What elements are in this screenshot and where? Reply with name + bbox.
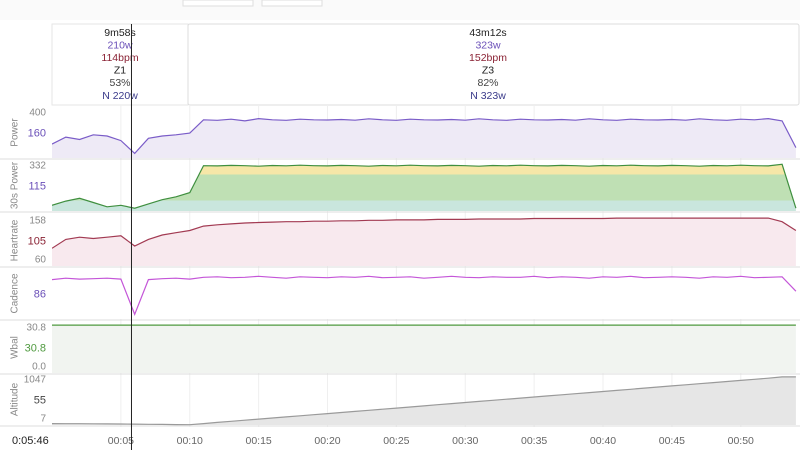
y-tick-label: 158 bbox=[29, 216, 46, 227]
x-tick-label: 00:10 bbox=[177, 435, 203, 447]
interval-heartrate: 152bpm bbox=[469, 52, 507, 64]
cursor-time: 0:05:46 bbox=[12, 435, 49, 447]
axis-label: 30s Power bbox=[10, 161, 21, 209]
x-tick-label: 00:20 bbox=[314, 435, 340, 447]
x-tick-label: 00:15 bbox=[245, 435, 271, 447]
series-line bbox=[52, 117, 797, 155]
y-tick-label: 0.0 bbox=[32, 362, 46, 373]
interval-np: N 323w bbox=[470, 90, 506, 102]
toolbar bbox=[0, 0, 800, 20]
axis-label: Wbal bbox=[10, 336, 21, 359]
x-tick-label: 00:50 bbox=[728, 435, 754, 447]
interval-zone: Z1 bbox=[114, 65, 126, 77]
interval-np: N 220w bbox=[102, 90, 138, 102]
y-tick-label: 1047 bbox=[24, 375, 47, 386]
y-tick-label: 7 bbox=[40, 414, 46, 425]
y-tick-label: 400 bbox=[29, 108, 46, 119]
series-area bbox=[52, 164, 796, 211]
axis-label: Cadence bbox=[10, 273, 21, 313]
series-line bbox=[52, 376, 796, 426]
series-area bbox=[52, 118, 796, 158]
x-tick-label: 00:30 bbox=[452, 435, 478, 447]
interval-duration: 9m58s bbox=[104, 27, 136, 39]
interval-power: 210w bbox=[107, 39, 133, 51]
toolbar-field bbox=[261, 0, 323, 7]
y-tick-label: 332 bbox=[29, 161, 46, 172]
interval-duration: 43m12s bbox=[469, 27, 506, 39]
cursor-value: 105 bbox=[28, 235, 46, 247]
y-tick-label: 60 bbox=[35, 255, 47, 266]
interval-box[interactable] bbox=[51, 23, 189, 106]
cursor-value: 160 bbox=[28, 127, 46, 139]
interval-percent: 82% bbox=[477, 77, 498, 89]
cursor-value: 115 bbox=[28, 180, 46, 192]
cursor-value: 86 bbox=[34, 288, 46, 300]
series-area bbox=[52, 276, 796, 319]
axis-label: Altitude bbox=[10, 382, 21, 416]
series-line bbox=[52, 275, 797, 317]
interval-percent: 53% bbox=[109, 77, 130, 89]
series-area bbox=[52, 325, 796, 373]
toolbar-field bbox=[182, 0, 254, 7]
interval-box[interactable] bbox=[187, 23, 800, 106]
interval-power: 323w bbox=[475, 39, 501, 51]
axis-label: Power bbox=[10, 118, 21, 147]
x-tick-label: 00:25 bbox=[383, 435, 409, 447]
x-tick-label: 00:35 bbox=[521, 435, 547, 447]
series-area bbox=[52, 376, 796, 425]
interval-zone: Z3 bbox=[482, 65, 494, 77]
x-tick-label: 00:05 bbox=[108, 435, 134, 447]
series-line bbox=[52, 163, 797, 209]
x-tick-label: 00:45 bbox=[659, 435, 685, 447]
cursor-value: 30.8 bbox=[25, 342, 46, 354]
interval-heartrate: 114bpm bbox=[101, 52, 138, 64]
axis-label: Heartrate bbox=[10, 219, 21, 261]
cursor-value: 55 bbox=[34, 394, 46, 406]
x-tick-label: 00:40 bbox=[590, 435, 616, 447]
y-tick-label: 30.8 bbox=[27, 323, 47, 334]
series-line bbox=[52, 217, 797, 249]
series-area bbox=[52, 218, 796, 266]
